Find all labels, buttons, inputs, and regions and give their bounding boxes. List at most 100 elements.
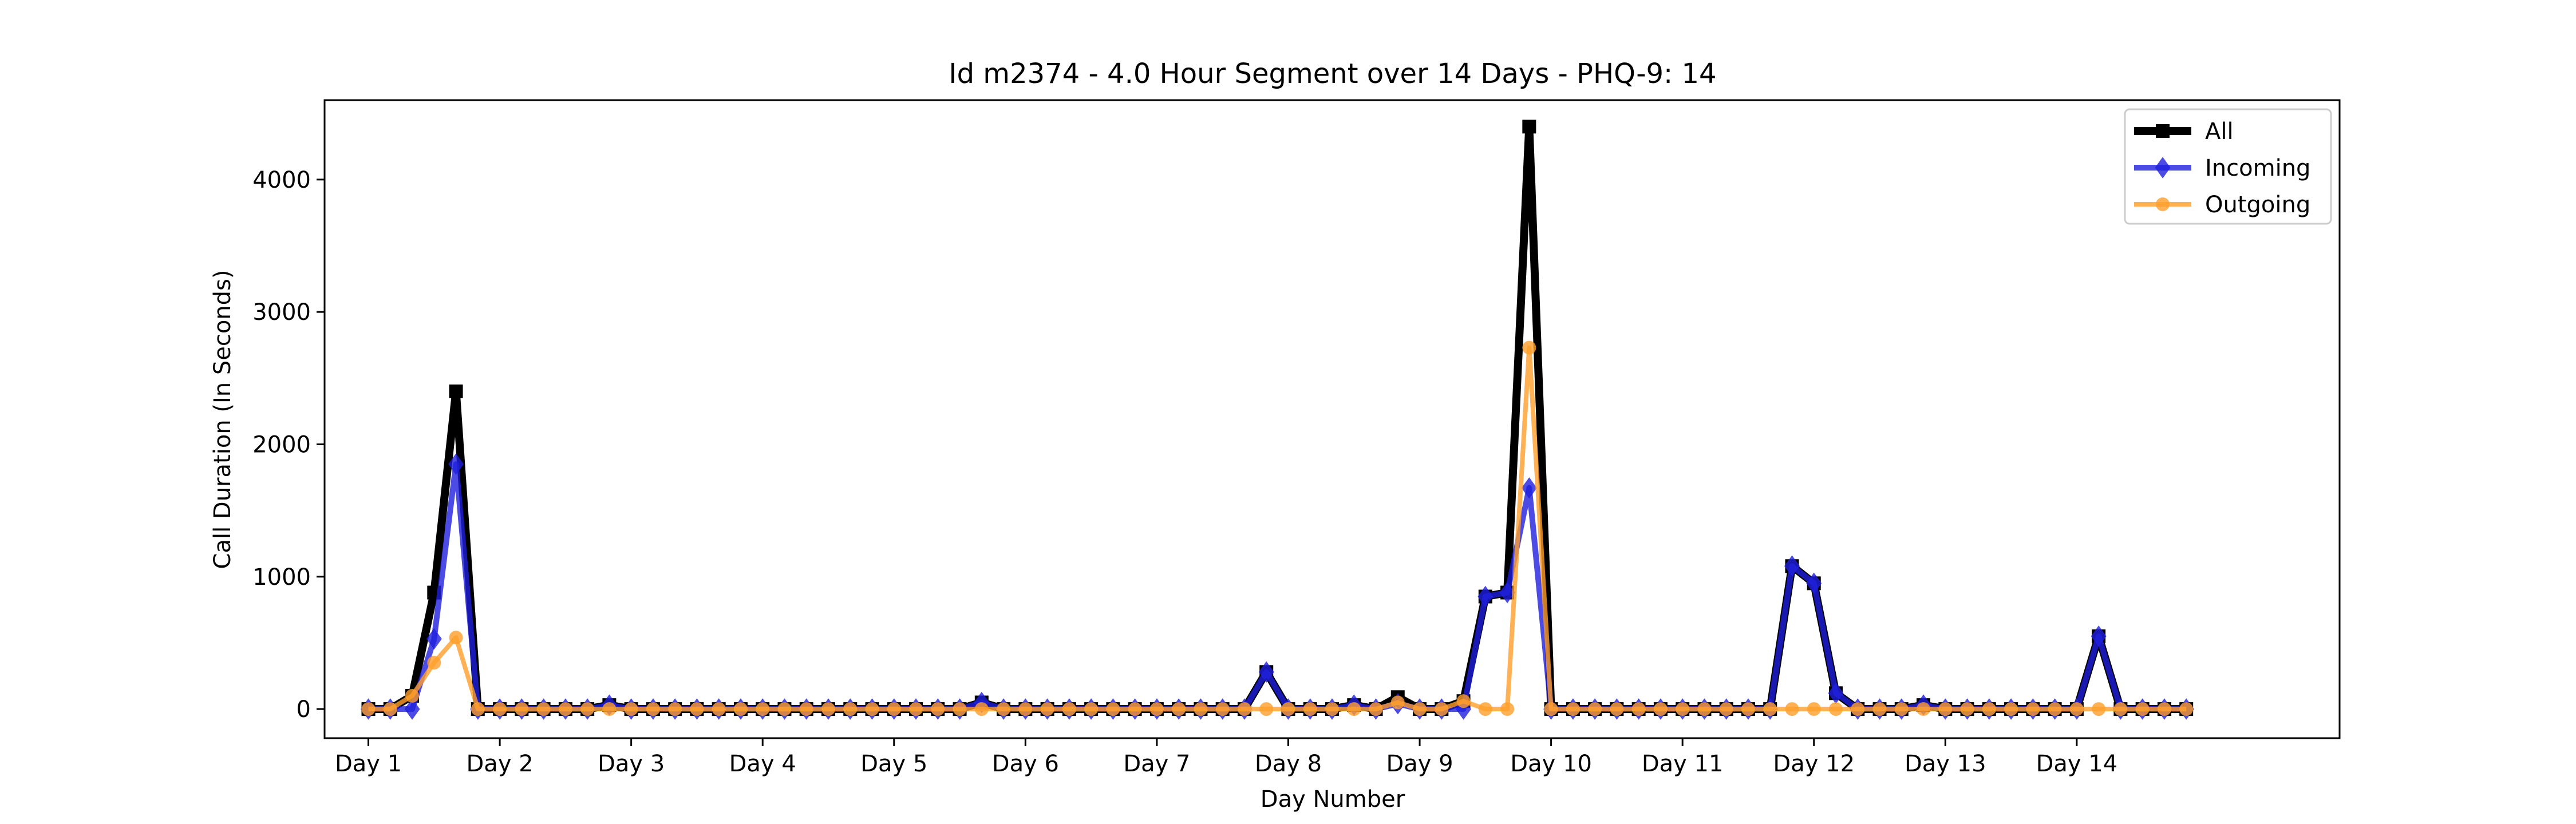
point-outgoing (2048, 702, 2062, 716)
point-outgoing (602, 702, 617, 716)
point-outgoing (1062, 702, 1076, 716)
point-outgoing (1303, 702, 1317, 716)
point-outgoing (1522, 340, 1536, 355)
point-outgoing (1960, 702, 1974, 716)
point-outgoing (1566, 702, 1580, 716)
point-outgoing (1215, 702, 1230, 716)
point-outgoing (1851, 702, 1865, 716)
point-outgoing (2026, 702, 2040, 716)
plot-area: 0 1000 2000 3000 4000 Day 1 Day 2 Day 3 Day 4 Day… (252, 99, 2341, 777)
point-outgoing (2069, 702, 2084, 716)
point-outgoing (1259, 702, 1274, 716)
series-line-outgoing (368, 345, 2187, 712)
point-incoming (404, 698, 420, 720)
y-tick-label: 3000 (252, 299, 311, 326)
point-outgoing (953, 702, 967, 716)
point-outgoing (1413, 702, 1427, 716)
x-tick-label: Day 13 (1905, 751, 1986, 777)
point-outgoing (733, 702, 748, 716)
point-outgoing (2135, 702, 2150, 716)
point-outgoing (1084, 702, 1099, 716)
point-outgoing (1588, 702, 1602, 716)
point-outgoing (799, 702, 813, 716)
point-outgoing (865, 702, 879, 716)
point-outgoing (1500, 702, 1515, 716)
series-line-incoming (368, 461, 2187, 712)
point-outgoing (427, 656, 441, 670)
y-tick-label: 1000 (252, 564, 311, 591)
point-outgoing (1325, 702, 1339, 716)
point-outgoing (1917, 702, 1931, 716)
point-incoming (448, 453, 464, 475)
point-incoming (2091, 625, 2107, 647)
point-outgoing (1544, 702, 1558, 716)
point-outgoing (1281, 702, 1295, 716)
point-outgoing (624, 702, 638, 716)
point-outgoing (2179, 702, 2194, 716)
point-all (449, 384, 463, 398)
point-outgoing (931, 702, 945, 716)
y-tick-label: 2000 (252, 431, 311, 458)
point-outgoing (1128, 702, 1142, 716)
point-outgoing (1631, 702, 1646, 716)
point-outgoing (1040, 702, 1054, 716)
legend-label-all: All (2205, 118, 2234, 145)
point-outgoing (997, 702, 1011, 716)
x-tick-label: Day 14 (2036, 751, 2118, 777)
x-tick-label: Day 9 (1386, 751, 1453, 777)
point-outgoing (2004, 702, 2018, 716)
legend-label-outgoing: Outgoing (2205, 192, 2310, 218)
point-outgoing (1369, 702, 1383, 716)
point-outgoing (1938, 702, 1953, 716)
point-outgoing (1697, 702, 1712, 716)
point-outgoing (1172, 702, 1186, 716)
point-outgoing (1676, 702, 1690, 716)
x-tick-label: Day 10 (1510, 751, 1592, 777)
point-outgoing (1872, 702, 1887, 716)
x-tick-label: Day 4 (729, 751, 796, 777)
point-outgoing (471, 702, 485, 716)
y-axis-label: Call Duration (In Seconds) (210, 270, 236, 569)
point-outgoing (1982, 702, 1996, 716)
x-tick-label: Day 11 (1642, 751, 1724, 777)
point-outgoing (1610, 702, 1624, 716)
y-tick-label: 4000 (252, 167, 311, 193)
point-outgoing (1018, 702, 1033, 716)
point-outgoing (515, 702, 529, 716)
point-outgoing (668, 702, 682, 716)
x-axis-label: Day Number (1261, 786, 1405, 813)
legend-marker-outgoing (2156, 197, 2170, 211)
point-outgoing (2092, 702, 2106, 716)
point-outgoing (405, 688, 420, 703)
x-tick-label: Day 3 (598, 751, 665, 777)
point-outgoing (1719, 702, 1733, 716)
point-outgoing (712, 702, 726, 716)
point-outgoing (646, 702, 660, 716)
point-outgoing (536, 702, 551, 716)
point-outgoing (1807, 702, 1821, 716)
point-outgoing (974, 702, 989, 716)
x-tick-label: Day 8 (1255, 751, 1322, 777)
point-outgoing (777, 702, 792, 716)
legend-label-incoming: Incoming (2205, 155, 2310, 181)
point-outgoing (1829, 702, 1843, 716)
chart-title: Id m2374 - 4.0 Hour Segment over 14 Days… (949, 58, 1716, 90)
point-outgoing (1149, 702, 1164, 716)
point-outgoing (909, 702, 923, 716)
x-tick-label: Day 1 (335, 751, 402, 777)
point-outgoing (361, 702, 376, 716)
point-outgoing (580, 702, 595, 716)
x-tick-label: Day 12 (1773, 751, 1855, 777)
point-incoming (1828, 682, 1844, 704)
legend-marker-all (2156, 124, 2170, 138)
x-tick-label: Day 5 (860, 751, 927, 777)
point-outgoing (1653, 702, 1668, 716)
point-incoming (1521, 477, 1537, 499)
series-line-all (368, 122, 2187, 714)
point-outgoing (1456, 694, 1471, 708)
point-all (1522, 120, 1536, 134)
point-outgoing (493, 702, 507, 716)
point-outgoing (383, 702, 397, 716)
point-outgoing (690, 702, 704, 716)
point-outgoing (756, 702, 770, 716)
